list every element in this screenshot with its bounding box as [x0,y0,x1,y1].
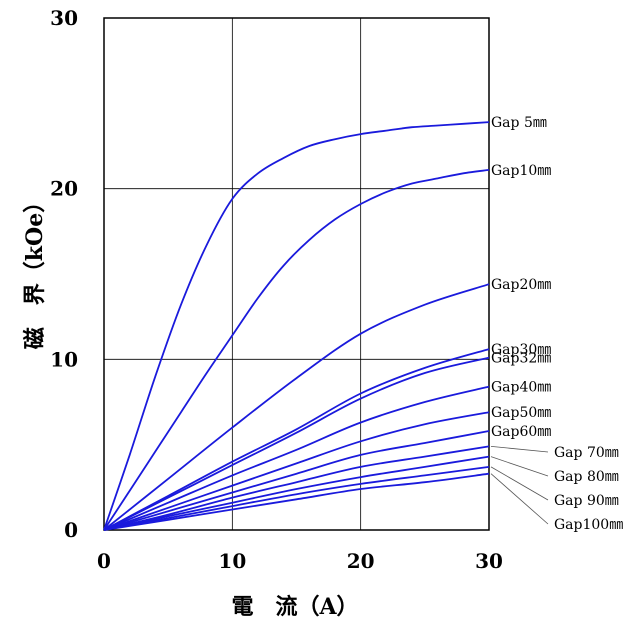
series-label: Gap 90㎜ [554,493,619,509]
series-line [103,283,490,531]
plot-frame [103,17,490,531]
x-tick-label: 0 [97,549,111,573]
series-label: Gap 80㎜ [554,469,619,485]
series-label: Gap 5㎜ [491,115,547,131]
series-line [103,411,490,531]
series-line [103,466,490,531]
x-tick-label: 20 [347,549,375,573]
leader-line [490,473,549,525]
series-line [103,121,490,531]
series-line [103,472,490,531]
y-tick-label: 10 [50,347,78,371]
series-label: Gap30㎜ [491,342,551,358]
x-tick-label: 30 [475,549,503,573]
series-line [103,169,490,531]
series-label: Gap100㎜ [554,517,623,533]
y-tick-label: 0 [64,518,78,542]
leader-line [490,456,549,477]
leader-line [490,466,549,501]
series-label: Gap10㎜ [491,163,551,179]
series-line [103,430,490,531]
series-line [103,445,490,531]
series-label: Gap20㎜ [491,277,551,293]
series-label: Gap50㎜ [491,405,551,421]
series-label: Gap32㎜ [491,351,551,367]
series-line [103,385,490,531]
series-label: Gap60㎜ [491,424,551,440]
series-line [103,356,490,531]
leader-line [490,445,549,453]
series-label: Gap 70㎜ [554,445,619,461]
series-label: Gap40㎜ [491,380,551,396]
y-axis-title: 磁 界（kOe） [22,191,48,349]
series-line [103,455,490,531]
x-axis-title: 電 流（A） [231,594,358,620]
y-tick-label: 20 [50,177,78,201]
series-line [103,348,490,531]
x-tick-label: 10 [218,549,246,573]
y-tick-label: 30 [50,6,78,30]
